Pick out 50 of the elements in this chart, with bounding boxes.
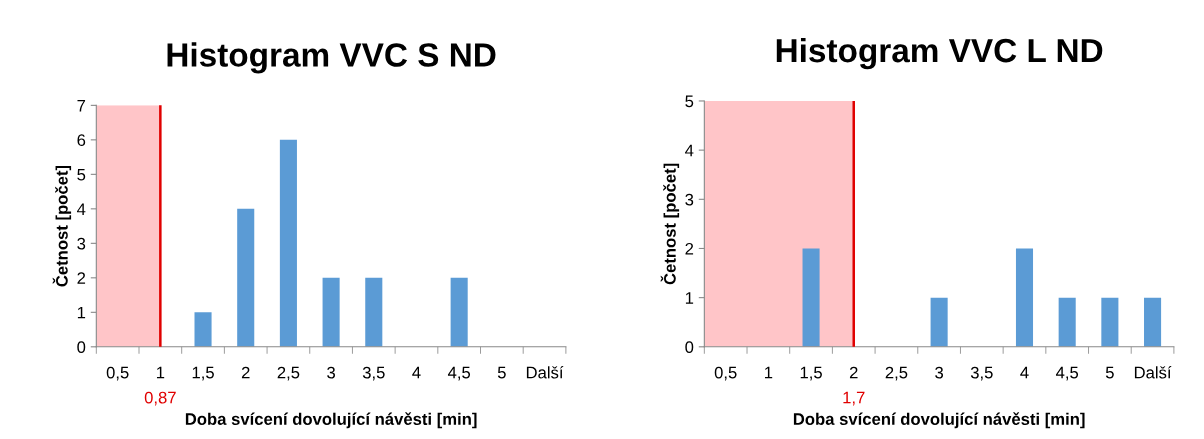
- y-tick-label: 4: [685, 144, 694, 157]
- y-tick-label: 4: [77, 203, 86, 215]
- y-tick-label: 0: [685, 341, 694, 354]
- x-tick-label: 1: [765, 366, 773, 379]
- x-tick-label: 4: [1020, 366, 1029, 379]
- chart-title: Histogram VVC L ND: [776, 37, 1103, 70]
- x-tick-label: Další: [1134, 366, 1172, 379]
- ref-line-label: 1,7: [843, 391, 865, 406]
- bar: [322, 277, 340, 347]
- bar: [194, 312, 212, 347]
- x-tick-label: 2,5: [885, 366, 908, 381]
- x-tick-label: 1,5: [192, 366, 214, 381]
- x-axis-title: Doba svícení dovolující návěsti [min]: [185, 412, 477, 429]
- x-tick-label: 0,5: [106, 366, 129, 381]
- x-tick-label: 4,5: [447, 366, 471, 381]
- x-tick-label: 4: [412, 366, 421, 379]
- y-axis-title: Četnost [počet]: [660, 163, 680, 285]
- y-tick-label: 2: [685, 242, 694, 255]
- ref-line-label: 0,87: [144, 391, 176, 406]
- y-tick-label: 3: [685, 193, 694, 206]
- x-axis-title: Doba svícení dovolující návěsti [min]: [793, 412, 1085, 429]
- x-tick-label: 4,5: [1055, 366, 1079, 381]
- chart-title: Histogram VVC S ND: [167, 42, 496, 74]
- bar: [365, 277, 383, 347]
- y-tick-label: 6: [77, 134, 86, 147]
- x-tick-label: Další: [526, 366, 564, 379]
- y-tick-label: 0: [77, 341, 86, 354]
- y-tick-label: 5: [77, 168, 86, 181]
- y-tick-label: 2: [77, 272, 86, 284]
- x-tick-label: 5: [497, 366, 506, 379]
- x-tick-label: 1: [156, 366, 165, 379]
- x-tick-label: 5: [1105, 366, 1114, 379]
- bar: [450, 277, 468, 347]
- x-tick-label: 3,5: [970, 366, 993, 381]
- y-tick-label: 7: [77, 99, 86, 112]
- x-tick-label: 0,5: [714, 366, 737, 381]
- y-axis-title: Četnost [počet]: [52, 165, 72, 287]
- bar: [279, 139, 297, 347]
- bar: [237, 208, 255, 347]
- y-tick-label: 1: [77, 306, 86, 319]
- x-tick-label: 3: [935, 366, 944, 379]
- x-tick-label: 2: [241, 366, 250, 379]
- y-tick-label: 1: [685, 292, 694, 304]
- y-tick-label: 5: [685, 95, 694, 108]
- x-tick-label: 3: [327, 366, 335, 379]
- x-tick-label: 2: [849, 366, 858, 379]
- x-tick-label: 2,5: [277, 366, 300, 381]
- y-tick-label: 3: [77, 237, 86, 250]
- x-tick-label: 1,5: [800, 366, 822, 381]
- x-tick-label: 3,5: [362, 366, 385, 381]
